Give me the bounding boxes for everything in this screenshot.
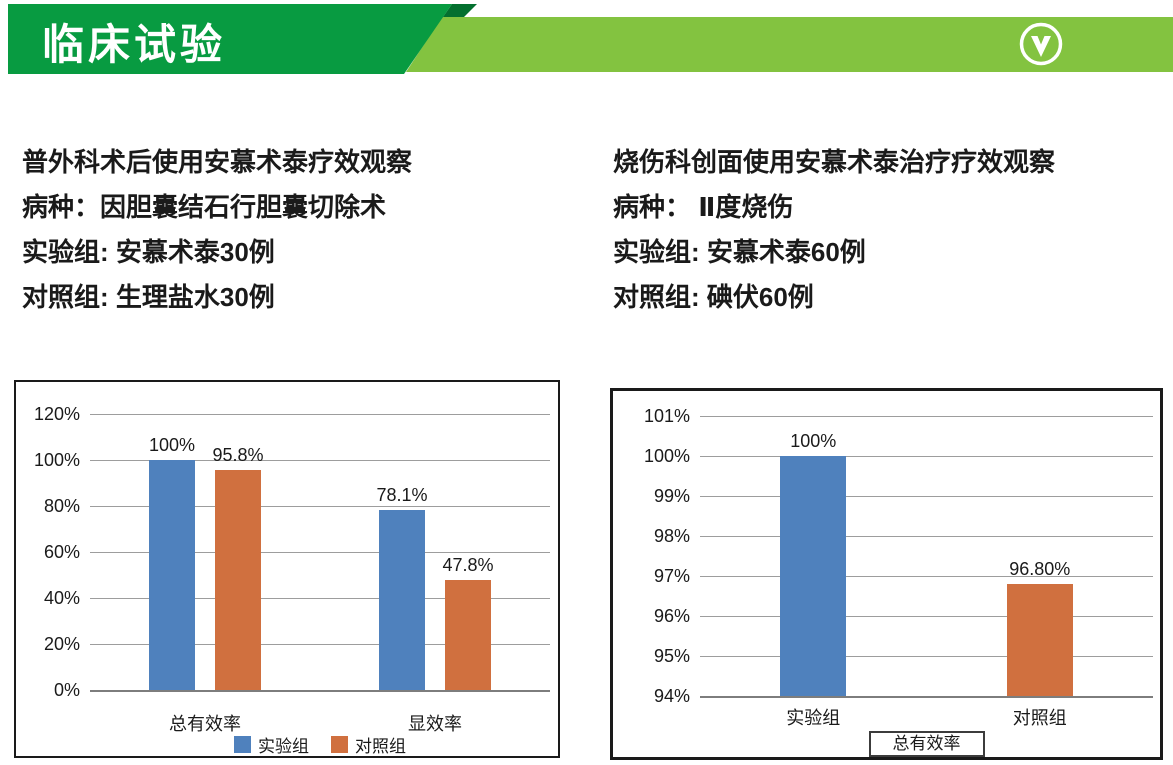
- header-banner: 临床试验: [0, 0, 1173, 80]
- legend: 总有效率: [868, 731, 985, 757]
- header-fold-triangle: [443, 4, 477, 17]
- bar-series0-cat1: [379, 510, 425, 690]
- study-line: 普外科术后使用安慕术泰疗效观察: [22, 147, 413, 177]
- y-tick-label: 95%: [653, 646, 690, 666]
- bar-value-label: 47.8%: [442, 555, 494, 576]
- x-category-label: 显效率: [408, 714, 462, 734]
- y-tick-label: 98%: [653, 526, 690, 546]
- header-ribbon-graphic: [8, 4, 1173, 74]
- gridline: [700, 615, 1153, 617]
- study-line: 病种：因胆囊结石行胆囊切除术: [22, 192, 387, 222]
- gridline: [700, 575, 1153, 577]
- bar-series1-cat1: [445, 580, 491, 690]
- gridline: [700, 415, 1153, 417]
- study-right-text: 烧伤科创面使用安慕术泰治疗疗效观察 病种： Ⅱ度烧伤 实验组: 安慕术泰60例 …: [613, 140, 1055, 320]
- bar-value-label: 96.80%: [1009, 559, 1071, 579]
- chart-surgery-efficacy: 0% 20% 40% 60% 80% 100% 120% 100% 78.1% 95.8% 47.8…: [14, 380, 560, 758]
- y-tick-label: 100%: [33, 450, 80, 470]
- bar-series0-cat0: [780, 456, 847, 696]
- legend: 实验组 对照组: [90, 732, 550, 757]
- y-tick-label: 120%: [33, 404, 80, 424]
- study-line: 对照组: 生理盐水30例: [22, 282, 275, 312]
- chart-burn-efficacy: 94% 95% 96% 97% 98% 99% 100% 101% 100% 96.80% 实验组 对…: [610, 388, 1163, 760]
- legend-label: 对照组: [355, 736, 406, 756]
- gridline: [90, 459, 550, 461]
- y-tick-label: 80%: [43, 496, 80, 516]
- bar-series0-cat1: [1006, 584, 1073, 696]
- gridline: [700, 535, 1153, 537]
- x-category-label: 总有效率: [169, 714, 241, 734]
- bar-value-label: 100%: [790, 431, 837, 451]
- x-category-label: 对照组: [1012, 708, 1067, 728]
- legend-swatch: [234, 735, 251, 753]
- y-tick-label: 101%: [643, 406, 690, 426]
- y-tick-label: 60%: [43, 542, 80, 562]
- gridline: [700, 655, 1153, 657]
- study-line: 烧伤科创面使用安慕术泰治疗疗效观察: [613, 147, 1056, 177]
- y-tick-label: 99%: [653, 486, 690, 506]
- page-title: 临床试验: [42, 21, 227, 68]
- y-tick-label: 100%: [643, 446, 690, 466]
- study-line: 对照组: 碘伏60例: [613, 282, 814, 312]
- bar-series0-cat0: [149, 460, 195, 690]
- gridline: [90, 551, 550, 553]
- study-left-text: 普外科术后使用安慕术泰疗效观察 病种：因胆囊结石行胆囊切除术 实验组: 安慕术泰…: [22, 140, 412, 320]
- gridline: [700, 495, 1153, 497]
- study-line: 实验组: 安慕术泰60例: [613, 237, 866, 267]
- y-tick-label: 96%: [653, 606, 690, 626]
- gridline: [700, 455, 1153, 457]
- gridline: [90, 505, 550, 507]
- gridline: [90, 413, 550, 415]
- bar-series1-cat0: [215, 469, 261, 690]
- study-line: 病种： Ⅱ度烧伤: [613, 192, 794, 222]
- y-tick-label: 94%: [653, 686, 690, 706]
- bar-value-label: 78.1%: [376, 485, 428, 506]
- gridline: [90, 597, 550, 599]
- gridline: [90, 689, 550, 692]
- bar-value-label: 95.8%: [212, 444, 264, 465]
- legend-item: 对照组: [331, 732, 406, 757]
- x-category-label: 实验组: [786, 708, 841, 728]
- legend-item: 实验组: [234, 732, 309, 757]
- y-tick-label: 40%: [43, 588, 80, 608]
- chevron-down-icon: [1031, 36, 1051, 57]
- study-line: 实验组: 安慕术泰30例: [22, 237, 275, 267]
- gridline: [700, 695, 1153, 698]
- header-dark-banner: [8, 4, 452, 74]
- legend-swatch: [331, 735, 348, 753]
- y-tick-label: 20%: [43, 634, 80, 654]
- y-tick-label: 97%: [653, 566, 690, 586]
- legend-label: 实验组: [258, 736, 309, 756]
- chevron-down-circle-icon[interactable]: [1019, 22, 1063, 66]
- bar-value-label: 100%: [148, 435, 196, 455]
- gridline: [90, 643, 550, 645]
- header-light-strip: [406, 17, 1173, 72]
- y-tick-label: 0%: [53, 680, 80, 700]
